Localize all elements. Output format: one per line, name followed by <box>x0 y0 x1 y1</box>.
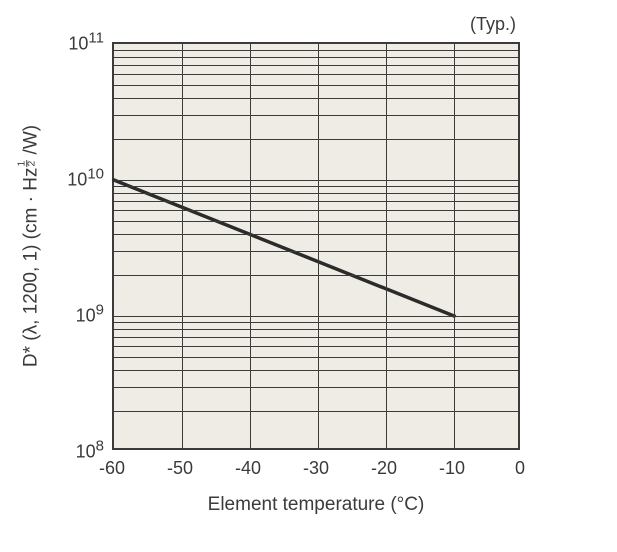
y-gridline-major <box>114 180 518 181</box>
y-axis-title: D* (λ, 1200, 1) (cm · Hz12 /W) <box>17 125 42 367</box>
x-tick-label: -20 <box>371 458 397 479</box>
y-gridline-minor <box>114 74 518 75</box>
x-tick-label: -40 <box>235 458 261 479</box>
y-gridline-minor <box>114 387 518 388</box>
y-gridline-minor <box>114 193 518 194</box>
y-gridline-minor <box>114 275 518 276</box>
x-tick-label: 0 <box>515 458 525 479</box>
y-gridline-minor <box>114 346 518 347</box>
y-gridline-minor <box>114 337 518 338</box>
y-tick-label: 1010 <box>67 166 104 191</box>
chart-container: -60-50-40-30-20-100 10810910101011 Eleme… <box>0 0 617 552</box>
x-tick-label: -10 <box>439 458 465 479</box>
y-gridline-minor <box>114 210 518 211</box>
y-gridline-minor <box>114 234 518 235</box>
typ-annotation: (Typ.) <box>470 14 516 35</box>
y-gridline-minor <box>114 370 518 371</box>
y-gridline-minor <box>114 65 518 66</box>
y-gridline-minor <box>114 115 518 116</box>
x-axis-title: Element temperature (°C) <box>208 494 425 516</box>
y-gridline-minor <box>114 411 518 412</box>
y-gridline-minor <box>114 98 518 99</box>
y-gridline-minor <box>114 186 518 187</box>
y-gridline-minor <box>114 201 518 202</box>
plot-area <box>112 42 520 450</box>
y-gridline-minor <box>114 357 518 358</box>
y-gridline-minor <box>114 50 518 51</box>
y-tick-label: 108 <box>76 438 104 463</box>
y-tick-label: 109 <box>76 302 104 327</box>
y-gridline-minor <box>114 221 518 222</box>
y-gridline-major <box>114 316 518 317</box>
x-tick-label: -50 <box>167 458 193 479</box>
y-gridline-minor <box>114 57 518 58</box>
y-gridline-minor <box>114 139 518 140</box>
y-gridline-minor <box>114 322 518 323</box>
y-gridline-minor <box>114 329 518 330</box>
y-gridline-minor <box>114 251 518 252</box>
y-tick-label: 1011 <box>68 30 104 55</box>
x-tick-label: -30 <box>303 458 329 479</box>
y-gridline-minor <box>114 85 518 86</box>
